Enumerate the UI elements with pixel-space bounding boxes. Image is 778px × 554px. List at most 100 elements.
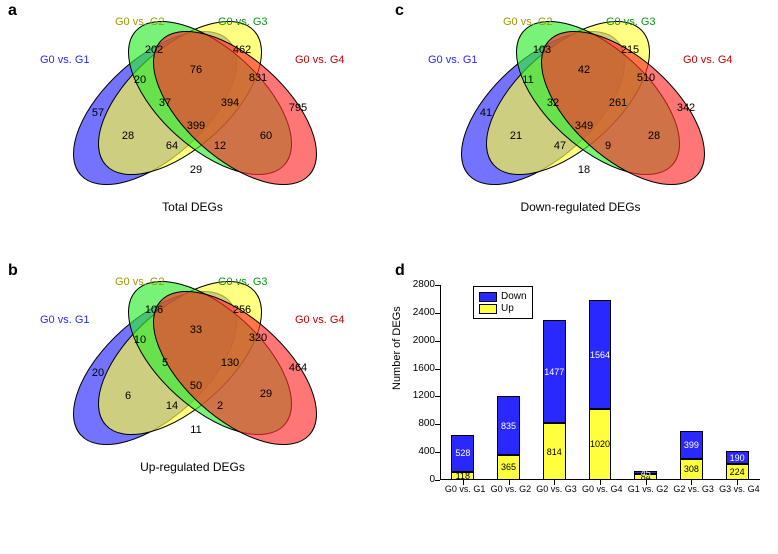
venn-c-label-2: G0 vs. G2 [503, 16, 553, 28]
venn-c-svg-wrap: G0 vs. G1 G0 vs. G2 G0 vs. G3 G0 vs. G4 … [408, 18, 753, 198]
vc-234: 261 [609, 97, 627, 109]
legend-down-swatch [479, 292, 497, 302]
panel-c-letter: c [395, 2, 404, 20]
vc-124: 9 [605, 140, 611, 152]
va-134: 64 [166, 140, 178, 152]
vb-13: 6 [125, 390, 131, 402]
vb-123: 5 [162, 357, 168, 369]
panel-d: d [395, 262, 405, 280]
bar-chart-area: Number of DEGs Down Up 04008001200160020… [395, 280, 765, 500]
bar-down-value: 399 [684, 440, 699, 450]
x-tick: G0 vs. G1 [445, 484, 486, 494]
panel-a-letter: a [8, 2, 17, 20]
vc-24: 28 [648, 130, 660, 142]
venn-a-svg-wrap: G0 vs. G1 G0 vs. G2 G0 vs. G3 G0 vs. G4 … [20, 18, 365, 198]
vb-134: 14 [166, 400, 178, 412]
panel-b: b [8, 262, 18, 280]
vc-123: 32 [547, 97, 559, 109]
vb-234: 130 [221, 357, 239, 369]
venn-a-label-1: G0 vs. G1 [40, 54, 90, 66]
bar-down-value: 1564 [590, 350, 610, 360]
vb-only4: 464 [289, 362, 307, 374]
y-tick: 2000 [405, 335, 435, 346]
venn-b-label-4: G0 vs. G4 [295, 314, 345, 326]
venn-c: G0 vs. G1 G0 vs. G2 G0 vs. G3 G0 vs. G4 … [408, 18, 753, 214]
bar-up-value: 224 [730, 467, 745, 477]
legend-down: Down [479, 291, 527, 302]
bar-up-value: 365 [501, 462, 516, 472]
venn-b-caption: Up-regulated DEGs [20, 460, 365, 474]
y-tick: 1600 [405, 363, 435, 374]
va-13: 28 [122, 130, 134, 142]
y-tick: 0 [405, 474, 435, 485]
vc-12: 11 [522, 74, 533, 86]
vc-1234: 349 [575, 120, 593, 132]
x-tick: G1 vs. G2 [628, 484, 669, 494]
x-tick: G0 vs. G3 [536, 484, 577, 494]
vb-14: 11 [190, 424, 201, 436]
panel-d-letter: d [395, 262, 405, 280]
legend-up-swatch [479, 304, 497, 314]
vb-23: 33 [190, 324, 202, 336]
vb-1234: 50 [190, 380, 202, 392]
va-only1: 57 [92, 107, 104, 119]
y-tick: 400 [405, 446, 435, 457]
vc-only4: 342 [677, 102, 695, 114]
bar-down-value: 528 [455, 448, 470, 458]
va-12: 20 [134, 74, 146, 86]
venn-a-caption: Total DEGs [20, 200, 365, 214]
y-tick: 2400 [405, 307, 435, 318]
x-tick: G3 vs. G4 [719, 484, 760, 494]
y-tick: 1200 [405, 390, 435, 401]
va-34: 831 [249, 72, 267, 84]
venn-c-label-3: G0 vs. G3 [606, 16, 656, 28]
vc-only1: 41 [480, 107, 492, 119]
y-tick: 800 [405, 418, 435, 429]
x-tick: G2 vs. G3 [673, 484, 714, 494]
vb-only2: 106 [145, 304, 163, 316]
venn-a-label-4: G0 vs. G4 [295, 54, 345, 66]
bar-up-value: 814 [547, 447, 562, 457]
legend-up-label: Up [501, 303, 514, 314]
vc-13: 21 [510, 130, 522, 142]
bar-chart-d: Number of DEGs Down Up 04008001200160020… [395, 280, 765, 500]
panel-b-letter: b [8, 262, 18, 280]
venn-b-svg-wrap: G0 vs. G1 G0 vs. G2 G0 vs. G3 G0 vs. G4 … [20, 278, 365, 458]
panel-c: c [395, 2, 404, 20]
venn-b-label-2: G0 vs. G2 [115, 276, 165, 288]
vc-only2: 103 [533, 44, 551, 56]
vc-23: 42 [578, 64, 590, 76]
vc-134: 47 [554, 140, 566, 152]
vc-14: 18 [578, 164, 590, 176]
x-tick: G0 vs. G2 [491, 484, 532, 494]
bar-down-value: 45 [641, 468, 651, 478]
va-14: 29 [190, 164, 202, 176]
vb-124: 2 [217, 400, 223, 412]
vb-12: 10 [134, 334, 146, 346]
venn-c-svg [408, 18, 753, 188]
venn-b-svg [20, 278, 365, 448]
venn-c-label-1: G0 vs. G1 [428, 54, 478, 66]
bar-up-value: 1020 [590, 439, 610, 449]
venn-b-label-3: G0 vs. G3 [218, 276, 268, 288]
y-tick: 2800 [405, 279, 435, 290]
bar-down-value: 1477 [544, 367, 564, 377]
venn-b: G0 vs. G1 G0 vs. G2 G0 vs. G3 G0 vs. G4 … [20, 278, 365, 474]
vb-24: 29 [260, 388, 272, 400]
vb-only3: 256 [233, 304, 251, 316]
va-1234: 399 [187, 120, 205, 132]
bar-down-value: 835 [501, 421, 516, 431]
venn-a: G0 vs. G1 G0 vs. G2 G0 vs. G3 G0 vs. G4 … [20, 18, 365, 214]
vc-34: 510 [637, 72, 655, 84]
va-123: 37 [159, 97, 171, 109]
venn-a-svg [20, 18, 365, 188]
va-24: 60 [260, 130, 272, 142]
va-23: 76 [190, 64, 202, 76]
vb-34: 320 [249, 332, 267, 344]
venn-c-caption: Down-regulated DEGs [408, 200, 753, 214]
bar-down-value: 190 [730, 453, 745, 463]
va-only3: 462 [233, 44, 251, 56]
va-only4: 795 [289, 102, 307, 114]
ylabel: Number of DEGs [391, 306, 403, 390]
venn-b-label-1: G0 vs. G1 [40, 314, 90, 326]
